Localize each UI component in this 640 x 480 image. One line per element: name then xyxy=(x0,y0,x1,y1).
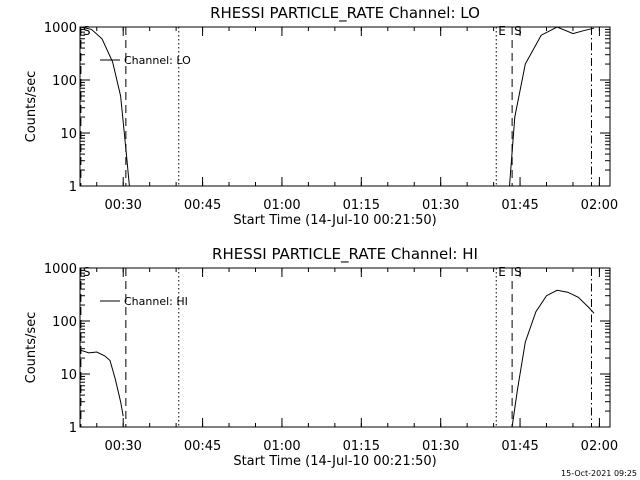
x-tick-label: 00:30 xyxy=(104,439,141,454)
x-tick-label: 02:00 xyxy=(581,198,618,213)
x-axis-label: Start Time (14-Jul-10 00:21:50) xyxy=(233,213,436,228)
y-tick-label: 10 xyxy=(60,127,77,142)
x-tick-label: 01:00 xyxy=(263,439,300,454)
y-tick-label: 100 xyxy=(52,74,77,89)
y-tick-label: 10 xyxy=(60,368,77,383)
y-tick-label: 1000 xyxy=(44,262,77,277)
timestamp-label: 15-Oct-2021 09:25 xyxy=(561,469,637,478)
x-tick-label: 01:45 xyxy=(501,198,538,213)
x-tick-label: 01:30 xyxy=(422,198,459,213)
marker-label: S xyxy=(83,265,91,279)
x-tick-label: 01:30 xyxy=(422,439,459,454)
x-tick-label: 00:45 xyxy=(184,439,221,454)
y-tick-label: 1 xyxy=(69,421,77,436)
marker-label: E xyxy=(498,24,506,38)
x-axis-label: Start Time (14-Jul-10 00:21:50) xyxy=(233,454,436,469)
x-tick-label: 00:45 xyxy=(184,198,221,213)
x-tick-label: 00:30 xyxy=(104,198,141,213)
x-tick-label: 01:15 xyxy=(343,198,380,213)
y-tick-label: 100 xyxy=(52,315,77,330)
y-tick-label: 1 xyxy=(69,180,77,195)
series-line xyxy=(80,349,124,417)
legend-label: Channel: HI xyxy=(124,295,188,308)
series-line xyxy=(511,289,595,428)
x-tick-label: 02:00 xyxy=(581,439,618,454)
x-tick-label: 01:15 xyxy=(343,439,380,454)
series-line xyxy=(509,26,595,187)
marker-label: S xyxy=(83,24,91,38)
marker-label: S xyxy=(514,265,522,279)
y-axis-label: Counts/sec xyxy=(24,71,39,143)
x-tick-label: 01:00 xyxy=(263,198,300,213)
y-tick-label: 1000 xyxy=(44,21,77,36)
series-line xyxy=(80,26,130,187)
chart-title: RHESSI PARTICLE_RATE Channel: LO xyxy=(210,4,480,23)
y-axis-label: Counts/sec xyxy=(24,312,39,384)
chart-title: RHESSI PARTICLE_RATE Channel: HI xyxy=(212,245,478,264)
chart-panel-2: RHESSI PARTICLE_RATE Channel: HI 00:30 00:… xyxy=(24,245,618,469)
marker-label: E xyxy=(498,265,506,279)
chart-panel-1: RHESSI PARTICLE_RATE Channel: LO 00:30 00:… xyxy=(24,4,618,228)
legend-label: Channel: LO xyxy=(124,54,191,67)
marker-label: S xyxy=(514,24,522,38)
plot-frame xyxy=(79,26,611,187)
x-tick-label: 01:45 xyxy=(501,439,538,454)
plot-frame xyxy=(79,267,611,428)
